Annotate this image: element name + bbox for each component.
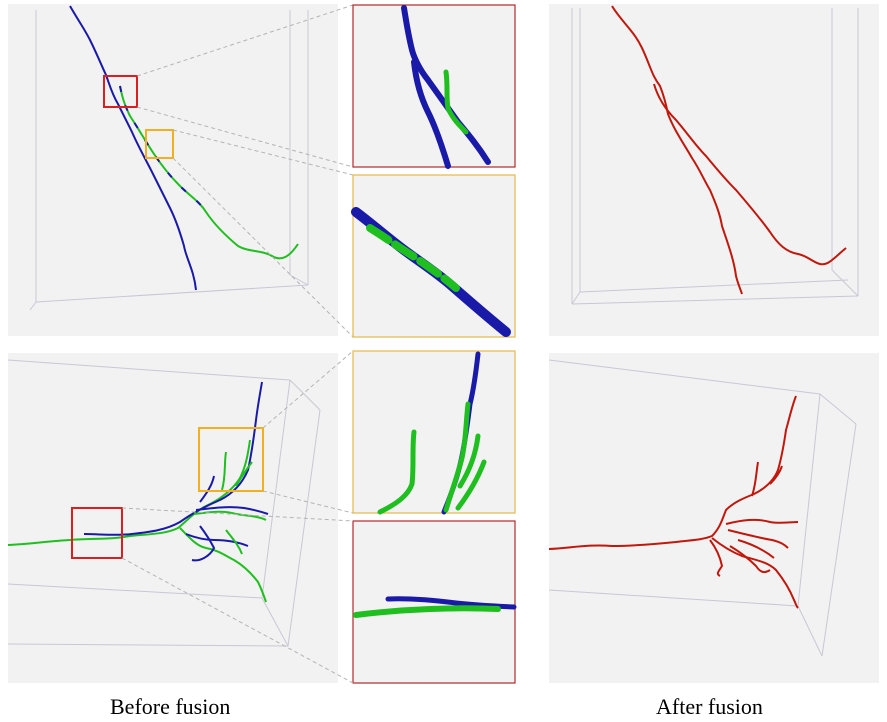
inset-bottom-orange-green-branch-1 [377,429,417,515]
bottom-orange-highlight-box [198,427,264,492]
inset-top-orange [353,175,515,337]
caption-before-fusion: Before fusion [110,694,231,719]
bottom-before-branch-1 [179,527,267,603]
bottom-red-highlight-box [71,507,123,559]
bottom-after-fused-branch-2 [709,539,724,577]
inset-bottom-orange-green-branch-3 [457,433,481,489]
bottom-before-branch-2 [191,525,216,562]
inset-bottom-orange-border [352,350,516,514]
bottom-after-fused-branch-5 [751,461,759,497]
top-before-bounding-box [29,10,309,311]
bottom-before-blue-trunk [83,381,263,536]
bottom-before-branch-6 [199,475,215,503]
bottom-after-fused-branch-7 [729,545,771,574]
inset-bottom-orange [353,351,515,513]
top-after-bounding-box [571,8,859,305]
inset-top-orange-green [366,224,460,292]
panel-bottom-before [8,353,338,683]
bottom-before-branch-9 [225,529,243,555]
bottom-after-fused-branch-8 [737,539,775,559]
bottom-before-branch-7 [235,461,253,487]
panel-bottom-after [549,353,879,683]
bottom-after-fused-branch-1 [711,537,799,609]
inset-bottom-orange-green-branch-4 [455,459,487,511]
inset-top-orange-border [352,174,516,338]
top-red-highlight-box [103,75,138,108]
inset-top-red-green [443,69,469,135]
bottom-after-fused-branch-4 [727,529,789,549]
top-before-green-neuron [119,85,299,260]
top-after-fused-neuron-2 [653,83,847,266]
inset-bottom-red-border [352,520,516,684]
top-before-blue-neuron [69,5,197,291]
bottom-after-fused-branch-6 [769,465,783,485]
inset-bottom-red-green [353,605,501,618]
top-orange-highlight-box [145,129,174,159]
bottom-before-bounding-box [7,359,321,647]
bottom-after-fused-trunk [548,395,797,550]
bottom-before-branch-8 [185,533,249,547]
bottom-leader-lines [121,350,354,684]
top-after-fused-neuron-1 [611,5,743,295]
inset-bottom-orange-green-branch-2 [443,401,471,513]
bottom-before-green-trunk [7,439,251,546]
bottom-after-fused-branch-3 [725,518,799,525]
bottom-after-bounding-box [548,359,857,657]
inset-top-red-blue-2 [411,59,451,169]
panel-top-before [8,4,338,336]
inset-top-red-border [352,4,516,168]
caption-after-fusion: After fusion [656,694,763,719]
top-leader-lines [136,4,354,338]
bottom-before-branch-4 [195,506,269,515]
bottom-before-branch-5 [221,451,227,491]
